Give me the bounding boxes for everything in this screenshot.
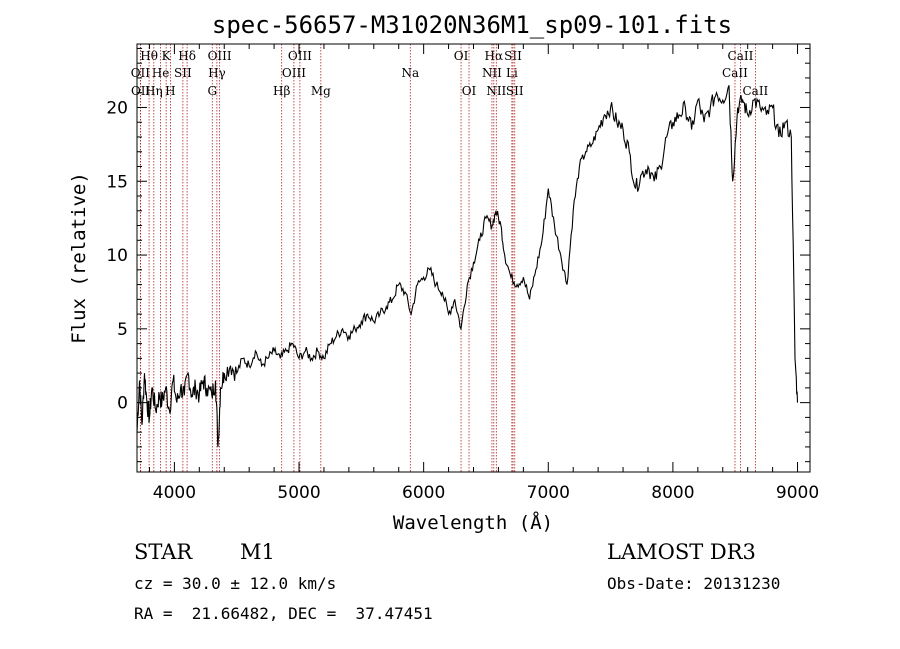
- line-label: Hβ: [273, 84, 290, 98]
- line-label: H: [165, 84, 175, 98]
- redshift-text: cz = 30.0 ± 12.0 km/s: [134, 574, 337, 593]
- line-label: CaII: [728, 49, 754, 63]
- axis-ticks: 4000 5000 6000 7000 8000 9000 0 5 10 15 20: [106, 44, 819, 503]
- x-axis-label: Wavelength (Å): [393, 511, 553, 534]
- chart-title: spec-56657-M31020N36M1_sp09-101.fits: [212, 11, 732, 39]
- spectrum-line: [136, 85, 799, 447]
- x-tick-label: 9000: [776, 483, 819, 503]
- line-label: OII: [131, 84, 151, 98]
- line-label: NII: [486, 84, 506, 98]
- line-label: Hη: [145, 84, 163, 98]
- line-label: He: [152, 66, 170, 80]
- x-tick-label: 6000: [402, 483, 445, 503]
- coordinates: RA = 21.66482, DEC = 37.47451: [134, 604, 433, 623]
- line-label: Hδ: [178, 49, 196, 63]
- line-label: K: [162, 49, 172, 63]
- line-label: Hθ: [140, 49, 158, 63]
- line-label: CaII: [722, 66, 748, 80]
- line-label: OIII: [282, 66, 306, 80]
- x-tick-label: 7000: [527, 483, 570, 503]
- line-label: SII: [506, 84, 524, 98]
- line-label: Hγ: [208, 66, 226, 80]
- line-label: OI: [462, 84, 477, 98]
- line-label: SII: [174, 66, 192, 80]
- y-tick-label: 10: [106, 246, 128, 266]
- line-label: Mg: [311, 84, 331, 98]
- plot-frame: [136, 43, 811, 473]
- line-label: OI: [454, 49, 469, 63]
- x-tick-label: 8000: [651, 483, 694, 503]
- line-label: G: [207, 84, 217, 98]
- line-label: CaII: [742, 84, 768, 98]
- obs-date: Obs-Date: 20131230: [607, 574, 781, 593]
- y-tick-label: 0: [117, 394, 128, 414]
- survey-name: LAMOST DR3: [607, 540, 756, 564]
- line-label: OII: [131, 66, 151, 80]
- line-label: Na: [401, 66, 419, 80]
- object-subclass: M1: [240, 540, 275, 564]
- y-axis-label: Flux (relative): [68, 172, 90, 344]
- x-tick-label: 4000: [153, 483, 196, 503]
- line-label: NII: [482, 66, 502, 80]
- x-tick-label: 5000: [277, 483, 320, 503]
- line-label: OIII: [208, 49, 232, 63]
- line-label: Hα: [485, 49, 504, 63]
- line-label: SII: [504, 49, 522, 63]
- y-tick-label: 5: [117, 320, 128, 340]
- y-tick-label: 20: [106, 98, 128, 118]
- line-label: Li: [506, 66, 518, 80]
- line-label: OIII: [288, 49, 312, 63]
- object-class: STAR: [134, 540, 193, 564]
- y-tick-label: 15: [106, 172, 128, 192]
